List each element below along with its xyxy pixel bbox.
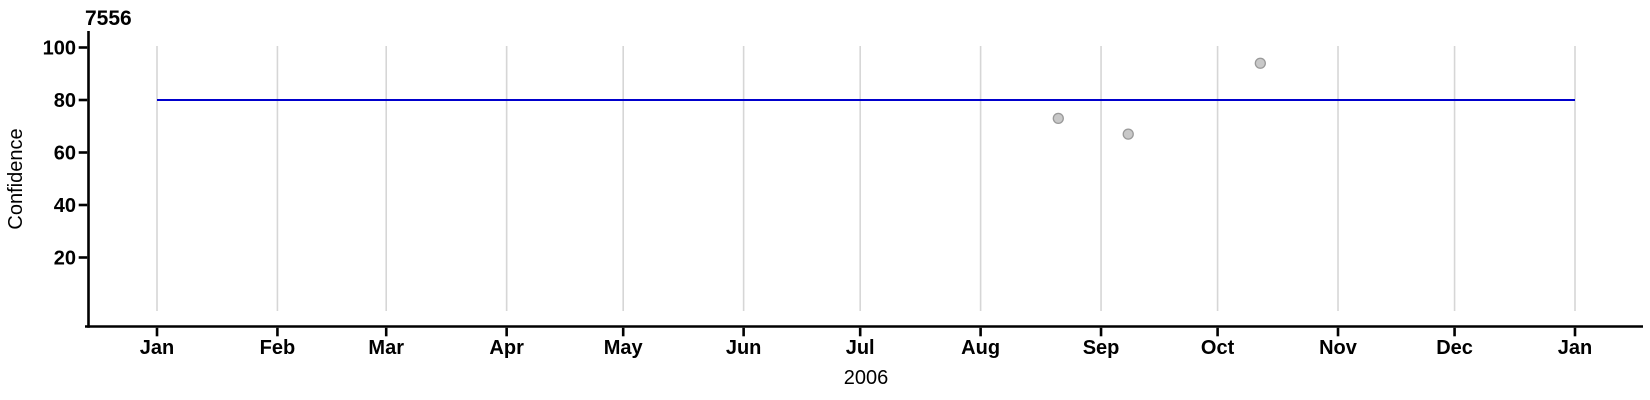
x-tick-label: Mar: [368, 337, 404, 359]
y-tick-label: 40: [54, 195, 76, 217]
x-tick-label: Jan: [1558, 337, 1592, 359]
data-point: [1122, 128, 1134, 140]
y-tick-label: 80: [54, 90, 76, 112]
x-tick-label: May: [604, 337, 644, 359]
x-tick-label: Nov: [1319, 337, 1358, 359]
y-tick-label: 60: [54, 143, 76, 165]
x-tick-label: Sep: [1083, 337, 1120, 359]
x-tick-label: Aug: [961, 337, 1000, 359]
data-point: [1254, 57, 1266, 69]
x-tick-label: Dec: [1436, 337, 1473, 359]
series-layer: [157, 57, 1575, 140]
x-tick-label: Jun: [726, 337, 762, 359]
axes-layer: [78, 31, 1643, 337]
gridlines-layer: [156, 46, 1576, 311]
data-point: [1052, 112, 1064, 125]
y-tick-label: 20: [54, 248, 76, 270]
x-tick-label: Apr: [489, 337, 524, 359]
tick-labels-layer: 100 80 60 40 20 Jan Feb Mar Apr May Jun Jul Aug Sep Oc…: [43, 38, 1593, 360]
x-tick-label: Oct: [1201, 337, 1235, 359]
x-tick-label: Jul: [846, 337, 875, 359]
x-tick-label: Jan: [140, 337, 174, 359]
x-axis-label: 2006: [844, 367, 889, 389]
chart-title: 7556: [85, 7, 132, 30]
x-tick-label: Feb: [260, 337, 296, 359]
y-tick-label: 100: [43, 38, 76, 60]
y-axis-label: Confidence: [5, 128, 27, 229]
